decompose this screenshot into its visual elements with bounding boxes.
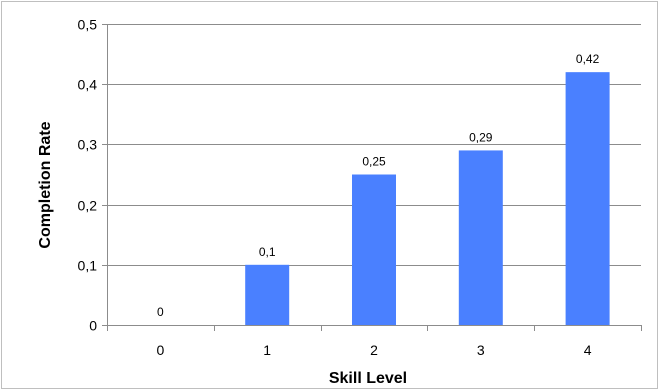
data-label: 0,29 bbox=[469, 130, 493, 144]
bars bbox=[245, 72, 610, 325]
x-tick-label: 1 bbox=[263, 342, 271, 358]
bar bbox=[458, 150, 503, 325]
y-tick-label: 0,3 bbox=[78, 137, 98, 153]
data-label: 0,25 bbox=[362, 155, 386, 169]
bar bbox=[245, 264, 290, 325]
y-tick-label: 0,4 bbox=[78, 77, 98, 93]
bar bbox=[565, 72, 610, 325]
grid-lines bbox=[107, 24, 641, 266]
y-tick-labels: 0 0,1 0,2 0,3 0,4 0,5 bbox=[78, 17, 98, 334]
x-tick-label: 0 bbox=[157, 342, 165, 358]
y-tick-label: 0 bbox=[89, 318, 97, 334]
data-label: 0 bbox=[157, 305, 164, 319]
y-tick-label: 0,2 bbox=[78, 198, 98, 214]
x-axis-title: Skill Level bbox=[329, 370, 407, 387]
bar bbox=[352, 174, 396, 325]
axes bbox=[102, 24, 642, 331]
x-tick-label: 3 bbox=[477, 342, 485, 358]
data-label: 0,42 bbox=[576, 52, 600, 66]
y-tick-label: 0,1 bbox=[78, 258, 98, 274]
y-axis-title: Completion Rate bbox=[37, 121, 54, 248]
x-tick-label: 4 bbox=[584, 342, 592, 358]
data-labels: 0 0,1 0,25 0,29 0,42 bbox=[157, 52, 600, 319]
data-label: 0,1 bbox=[259, 245, 276, 259]
x-tick-label: 2 bbox=[370, 342, 378, 358]
y-tick-label: 0,5 bbox=[78, 17, 98, 33]
x-tick-labels: 0 1 2 3 4 bbox=[157, 342, 592, 358]
